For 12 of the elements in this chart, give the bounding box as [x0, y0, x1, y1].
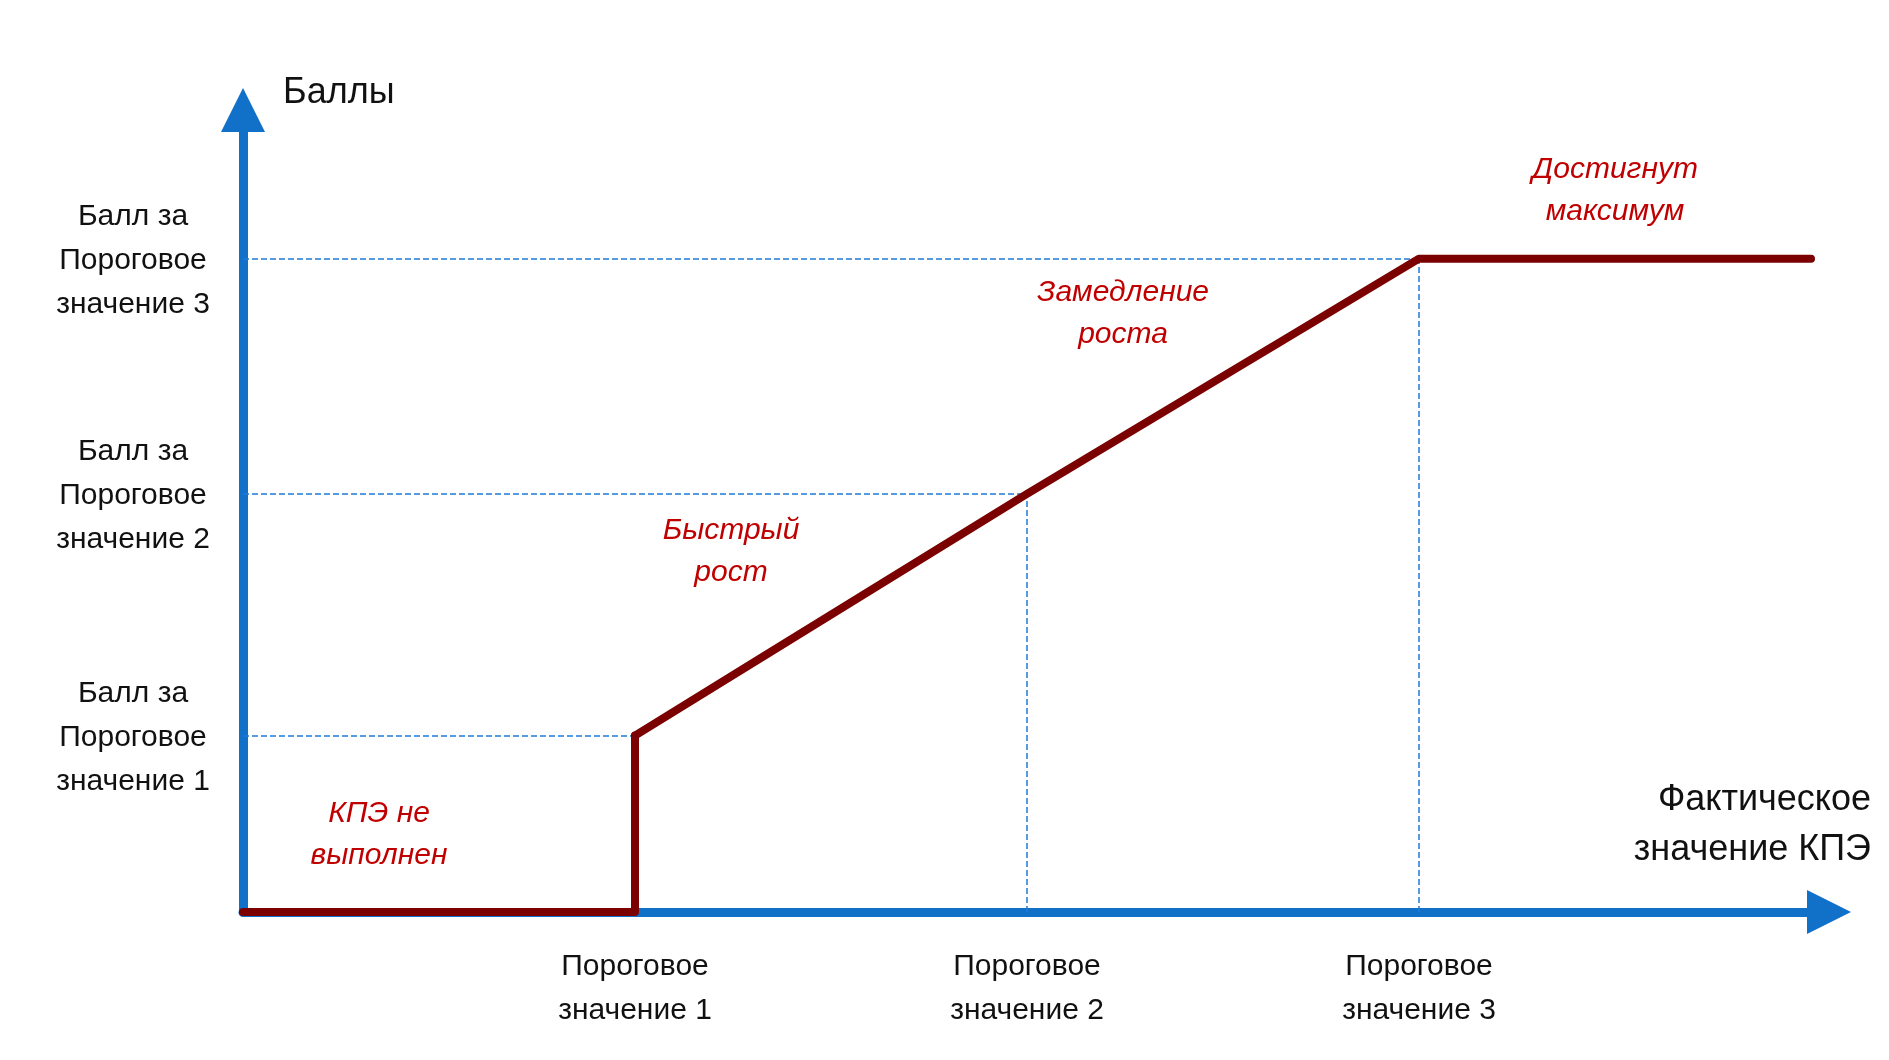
ref-line-label: Балл за Пороговое значение 3 — [56, 198, 210, 320]
y-axis-title: Баллы — [283, 69, 395, 111]
annotation: Замедление роста — [1036, 273, 1210, 349]
x-tick-label: Пороговое значение 2 — [950, 947, 1104, 1025]
annotation: КПЭ не выполнен — [310, 794, 448, 870]
x-tick-label: Пороговое значение 1 — [558, 947, 712, 1025]
text: Достигнут максимум — [1529, 151, 1698, 227]
ref-line-label: Балл за Пороговое значение 1 — [56, 675, 210, 797]
x-axis-title: Фактическое значение КПЭ — [1633, 776, 1871, 868]
annotation: Быстрый рост — [662, 512, 800, 588]
x-tick-label: Пороговое значение 3 — [1342, 947, 1496, 1025]
ref-line-label: Балл за Пороговое значение 2 — [56, 433, 210, 555]
